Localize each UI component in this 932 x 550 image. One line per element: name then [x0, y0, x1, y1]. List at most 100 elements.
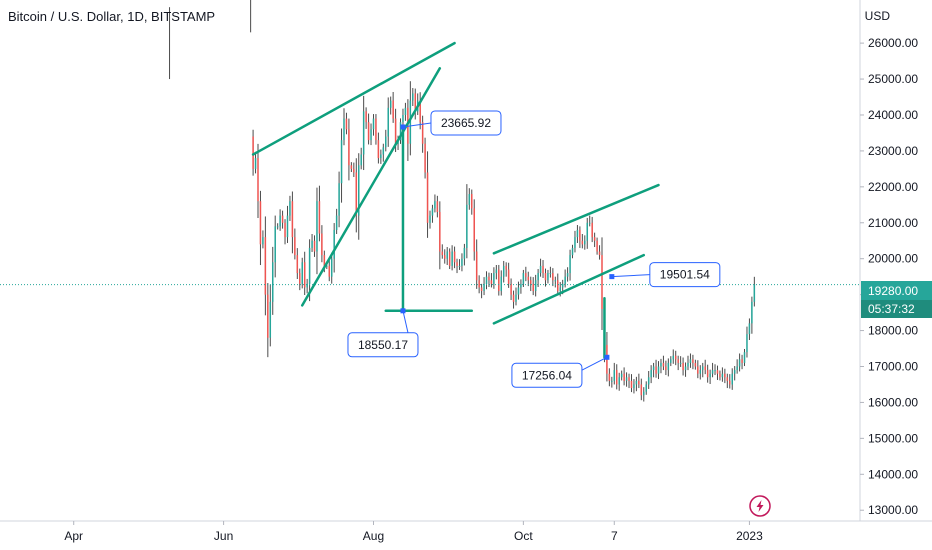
- callout-box[interactable]: [511, 362, 583, 388]
- candle-body: [552, 273, 554, 281]
- candle-body: [557, 280, 559, 292]
- candle-body: [584, 240, 586, 245]
- candle-body: [409, 100, 412, 144]
- candle-body: [611, 380, 613, 382]
- candle-body: [448, 251, 451, 266]
- candle-body: [350, 165, 353, 169]
- candle-body: [426, 172, 429, 223]
- lightning-button[interactable]: [749, 495, 771, 517]
- candle-body: [308, 247, 311, 284]
- candle-body: [593, 237, 596, 241]
- pattern-lines[interactable]: [251, 41, 660, 359]
- candle-body: [596, 240, 598, 252]
- candle-body: [330, 258, 333, 277]
- candle-body: [318, 201, 321, 234]
- candle-body: [394, 118, 397, 144]
- candle-body: [259, 201, 262, 245]
- candle-body: [284, 222, 286, 238]
- candle-body: [601, 255, 603, 310]
- callout-box[interactable]: [347, 332, 419, 358]
- candle-body: [421, 122, 424, 144]
- candle-body: [316, 201, 318, 252]
- candle-body: [704, 366, 706, 371]
- candle-body: [544, 273, 547, 281]
- candle-body: [517, 287, 520, 295]
- candle-body: [343, 118, 345, 141]
- candle-body: [353, 168, 355, 173]
- last-price-badge: 19280.00 05:37:32: [861, 281, 932, 318]
- y-tick-label: 13000.00: [868, 503, 918, 517]
- callout-anchor[interactable]: [400, 124, 406, 130]
- candle-body: [635, 380, 638, 385]
- callout-box[interactable]: [649, 262, 721, 288]
- candle-body: [276, 226, 279, 228]
- candle-body: [478, 280, 480, 288]
- candle-body: [299, 273, 301, 284]
- candle-body: [633, 384, 635, 389]
- rising-wedge-lower-line[interactable]: [300, 67, 442, 307]
- callout-anchor[interactable]: [400, 308, 406, 314]
- candle-body: [434, 201, 436, 209]
- channel-upper-line[interactable]: [492, 183, 660, 255]
- candle-body: [262, 237, 264, 245]
- candle-body: [271, 262, 274, 302]
- candle-body: [672, 355, 675, 360]
- time-axis[interactable]: Apr Jun Aug Oct 7 2023: [64, 521, 763, 543]
- rising-wedge-upper-line[interactable]: [251, 41, 456, 156]
- y-tick-label: 14000.00: [868, 467, 918, 481]
- candle-body: [532, 283, 534, 292]
- candle-body: [424, 143, 426, 173]
- candle-body: [674, 355, 677, 360]
- candle-body: [493, 273, 495, 284]
- channel-lower-line[interactable]: [492, 253, 646, 325]
- candle-body: [404, 107, 407, 115]
- candle-body: [657, 366, 660, 374]
- y-tick-label: 24000.00: [868, 108, 918, 122]
- candle-body: [456, 262, 458, 266]
- candle-body: [586, 222, 589, 241]
- candle-body: [571, 247, 574, 256]
- candle-body: [321, 233, 323, 256]
- candle-body: [387, 107, 389, 137]
- price-callouts[interactable]: 23665.92 18550.17 19501.54 17256.04: [347, 110, 721, 388]
- candle-body: [264, 237, 267, 295]
- candle-body: [502, 265, 505, 277]
- candle-body: [429, 215, 431, 223]
- candle-body: [335, 215, 338, 230]
- candle-body: [488, 276, 490, 281]
- candle-body: [471, 194, 473, 209]
- candle-body: [498, 269, 500, 292]
- countdown-bg: [861, 300, 932, 318]
- price-axis[interactable]: 13000.00 14000.00 15000.00 16000.00 17000.00…: [860, 36, 918, 517]
- candle-body: [419, 100, 421, 123]
- y-tick-label: 15000.00: [868, 431, 918, 445]
- callout-box[interactable]: [430, 110, 502, 136]
- candle-body: [326, 265, 328, 267]
- candle-body: [697, 366, 699, 374]
- candle-body: [613, 370, 616, 381]
- candle-body: [483, 283, 485, 292]
- candle-body: [357, 165, 360, 216]
- y-tick-label: 22000.00: [868, 180, 918, 194]
- candle-body: [588, 222, 591, 224]
- candle-body: [291, 201, 294, 238]
- callout-anchor[interactable]: [609, 274, 615, 280]
- y-tick-label: 25000.00: [868, 72, 918, 86]
- candle-body: [733, 370, 736, 374]
- candle-body: [736, 366, 738, 371]
- y-tick-label: 26000.00: [868, 36, 918, 50]
- candle-body: [436, 201, 439, 212]
- candle-body: [311, 240, 313, 248]
- callout-anchor[interactable]: [604, 354, 610, 360]
- candle-body: [561, 283, 564, 288]
- candle-body: [443, 255, 446, 259]
- candle-body: [512, 294, 515, 302]
- candle-body: [699, 370, 702, 374]
- candle-body: [510, 283, 512, 295]
- candlestick-series: [169, 0, 756, 402]
- callout-connector: [402, 122, 432, 128]
- x-tick-label: Aug: [363, 529, 384, 543]
- candle-body: [490, 280, 493, 284]
- candle-body: [566, 273, 569, 277]
